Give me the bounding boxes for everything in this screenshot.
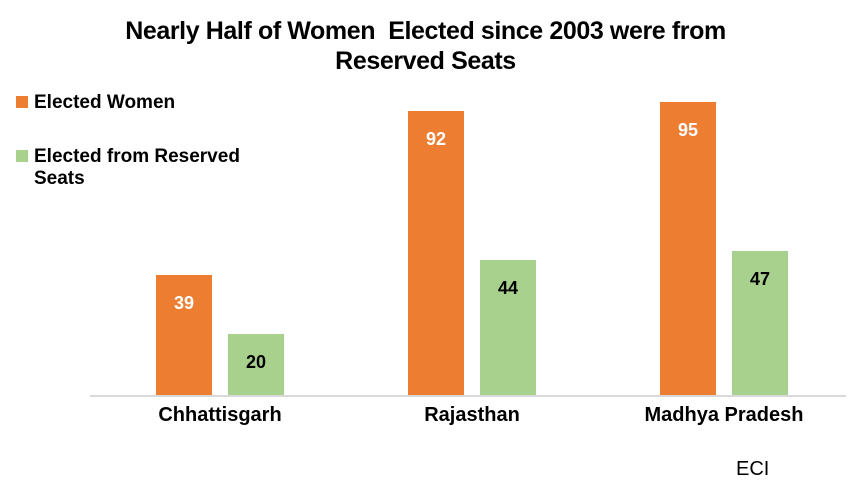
category-label-chhattisgarh: Chhattisgarh [158,404,282,426]
legend-item-elected-women: Elected Women [16,92,266,114]
bar-value-label: 39 [173,293,195,313]
legend-swatch-green-icon [16,150,28,162]
chart-title-line-1: Nearly Half of Women Elected since 2003 … [125,17,726,45]
bar-group-rajasthan: 92 44 [408,111,536,396]
legend-item-reserved-seats: Elected from Reserved Seats [16,146,266,190]
bar-group-madhya-pradesh: 95 47 [660,102,788,396]
bar-group-chhattisgarh: 39 20 [156,275,284,396]
x-axis-line [90,395,846,397]
bar-reserved-seats-rajasthan: 44 [480,260,536,396]
bar-value-label: 20 [245,352,267,372]
source-text: ECI [736,458,770,480]
category-label-madhya-pradesh: Madhya Pradesh [644,404,804,426]
legend-label-elected-women: Elected Women [34,92,176,113]
bar-value-label: 47 [749,269,771,289]
bar-elected-women-madhya-pradesh: 95 [660,102,716,396]
legend-swatch-orange-icon [16,96,28,108]
plot-area: 39 20 92 44 95 47 [0,95,851,396]
chart-title-line-2: Reserved Seats [335,47,516,75]
bar-reserved-seats-chhattisgarh: 20 [228,334,284,396]
bar-value-label: 92 [425,129,447,149]
legend-label-reserved-seats: Elected from Reserved Seats [34,146,240,189]
bar-value-label: 44 [497,278,519,298]
chart-title: Nearly Half of Women Elected since 2003 … [0,16,851,76]
legend: Elected Women Elected from Reserved Seat… [16,92,266,190]
bar-elected-women-chhattisgarh: 39 [156,275,212,396]
category-label-rajasthan: Rajasthan [424,404,520,426]
bar-elected-women-rajasthan: 92 [408,111,464,396]
bar-reserved-seats-madhya-pradesh: 47 [732,251,788,396]
bar-value-label: 95 [677,120,699,140]
